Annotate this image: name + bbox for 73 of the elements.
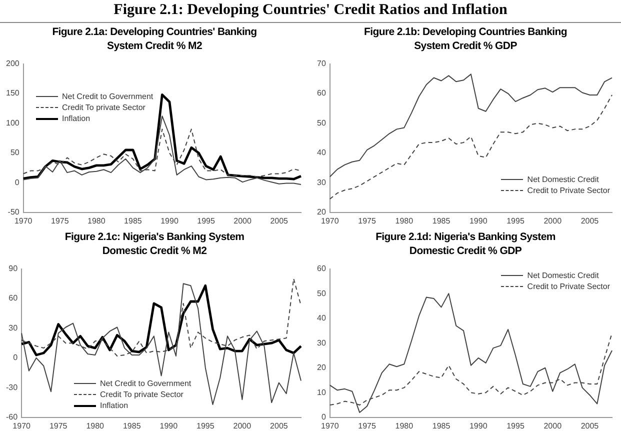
y-tick-label: 30 <box>8 323 18 332</box>
y-tick-label: 40 <box>316 148 326 158</box>
x-tick-label: 2005 <box>270 421 288 430</box>
y-tick-label: 0 <box>14 178 20 187</box>
y-tick-label: 60 <box>8 294 18 303</box>
x-tick-label: 1980 <box>86 421 105 430</box>
y-tick-label: 200 <box>6 59 20 68</box>
legend-label: Net Credit to Government <box>62 91 154 102</box>
x-tick-label: 2005 <box>270 216 289 226</box>
legend-label: Inflation <box>62 113 90 124</box>
y-tick-label: 30 <box>316 338 326 348</box>
y-tick-label: 20 <box>316 208 326 217</box>
x-tick-label: 2000 <box>544 421 562 430</box>
y-tick-label: 50 <box>316 118 326 128</box>
x-tick-label: 1970 <box>12 421 32 430</box>
y-tick-label: 50 <box>10 148 20 158</box>
x-tick-label: 1970 <box>321 216 340 226</box>
x-tick-label: 1990 <box>160 421 178 430</box>
x-tick-label: 1995 <box>196 421 215 430</box>
y-tick-label: 0 <box>321 412 326 422</box>
y-tick-label: 40 <box>316 314 326 323</box>
x-tick-label: 1995 <box>506 421 525 430</box>
x-tick-label: 2005 <box>580 216 600 226</box>
legend-label: Net Domestic Credit <box>527 270 599 281</box>
caption: Figure 2.1: Developing Countries' Credit Ratios and Inflation <box>114 2 508 18</box>
x-tick-label: 1980 <box>395 216 414 226</box>
x-tick-label: 1985 <box>432 216 451 226</box>
y-tick-label: 30 <box>316 178 326 187</box>
legend-label: Credit To private Sector <box>100 389 184 400</box>
chart-title: Figure 2.1a: Developing Countries' Banking System Credit % M2 <box>51 25 258 54</box>
x-tick-label: 1970 <box>14 216 33 226</box>
x-tick-label: 1990 <box>469 421 488 430</box>
x-tick-label: 1990 <box>469 216 488 226</box>
line-series <box>329 94 612 200</box>
legend-label: Credit to Private Sector <box>527 185 610 196</box>
y-tick-label: 90 <box>8 264 18 274</box>
y-tick-label: 0 <box>13 353 18 362</box>
chart-title: Figure 2.1c: Nigeria's Banking System Domestic Credit % M2 <box>64 230 246 259</box>
y-tick-label: -30 <box>6 382 18 392</box>
legend-label: Inflation <box>100 400 128 411</box>
x-tick-label: 1985 <box>124 216 142 226</box>
x-tick-label: 1975 <box>49 421 68 430</box>
x-tick-label: 1975 <box>50 216 70 226</box>
legend-label: Credit to Private Sector <box>527 281 610 292</box>
y-tick-label: 50 <box>316 288 326 298</box>
x-tick-label: 1995 <box>506 216 525 226</box>
x-tick-label: 1980 <box>395 421 414 430</box>
x-tick-label: 1970 <box>321 421 340 430</box>
x-tick-label: 1980 <box>88 216 106 226</box>
chart-title: Figure 2.1d: Nigeria's Banking System Domestic Credit % GDP <box>374 230 556 259</box>
x-tick-label: 1985 <box>432 421 451 430</box>
y-tick-label: 60 <box>316 88 326 98</box>
x-tick-label: 2000 <box>234 216 252 226</box>
y-tick-label: 60 <box>316 264 326 274</box>
x-tick-label: 2000 <box>544 216 562 226</box>
chart-title: Figure 2.1b: Developing Countries Banking System Credit % GDP <box>363 25 568 54</box>
legend-label: Credit To private Sector <box>62 102 146 113</box>
x-tick-label: 1990 <box>160 216 179 226</box>
y-tick-label: 100 <box>6 118 20 128</box>
y-tick-label: 150 <box>6 88 20 98</box>
y-tick-label: 70 <box>316 59 326 68</box>
x-tick-label: 1985 <box>122 421 142 430</box>
y-tick-label: 10 <box>316 388 326 397</box>
y-tick-label: -50 <box>8 208 20 217</box>
x-tick-label: 1995 <box>197 216 216 226</box>
y-tick-label: -60 <box>6 412 18 422</box>
legend-label: Net Domestic Credit <box>527 174 599 185</box>
legend-label: Net Credit to Government <box>100 378 192 389</box>
x-tick-label: 1975 <box>358 216 376 226</box>
x-tick-label: 1975 <box>358 421 376 430</box>
y-tick-label: 20 <box>316 363 326 372</box>
x-tick-label: 2005 <box>580 421 600 430</box>
x-tick-label: 2000 <box>233 421 252 430</box>
